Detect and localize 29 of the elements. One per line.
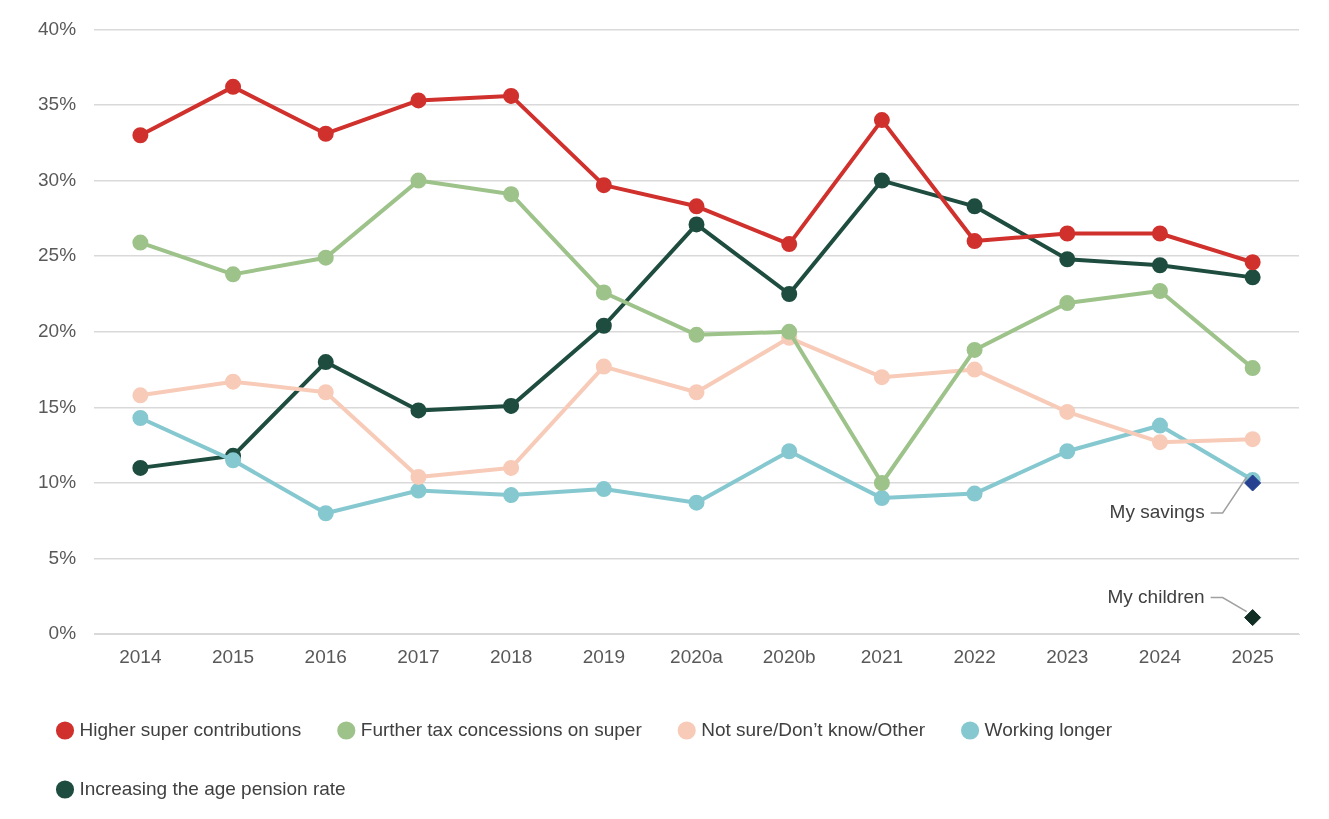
y-tick-label: 40%	[38, 17, 77, 39]
y-tick-label: 20%	[38, 320, 77, 342]
x-tick-label: 2016	[304, 645, 347, 667]
x-tick-label: 2022	[953, 645, 996, 667]
y-tick-label: 15%	[38, 395, 77, 417]
legend-label: Higher super contributions	[79, 718, 302, 740]
x-tick-label: 2019	[582, 645, 625, 667]
x-tick-label: 2015	[211, 645, 255, 667]
y-tick-label: 0%	[48, 622, 77, 644]
x-tick-label: 2025	[1231, 645, 1274, 667]
y-tick-label: 5%	[48, 546, 77, 568]
legend-label: Working longer	[984, 718, 1113, 740]
legend-label: Further tax concessions on super	[360, 718, 643, 740]
x-tick-label: 2023	[1046, 645, 1089, 667]
y-tick-label: 30%	[38, 168, 77, 190]
x-tick-label: 2024	[1138, 645, 1182, 667]
x-tick-label: 2017	[397, 645, 440, 667]
x-tick-label: 2018	[489, 645, 533, 667]
x-tick-label: 2020b	[762, 645, 816, 667]
text: My children	[1107, 585, 1205, 607]
x-tick-label: 2020a	[670, 645, 724, 667]
y-tick-label: 25%	[38, 244, 77, 266]
legend-label: Increasing the age pension rate	[79, 777, 346, 799]
x-tick-label: 2021	[860, 645, 904, 667]
legend-label: Not sure/Don’t know/Other	[701, 718, 926, 740]
y-tick-label: 10%	[38, 471, 77, 493]
x-tick-label: 2014	[119, 645, 162, 667]
y-tick-label: 35%	[38, 93, 77, 115]
text: My savings	[1109, 501, 1205, 523]
